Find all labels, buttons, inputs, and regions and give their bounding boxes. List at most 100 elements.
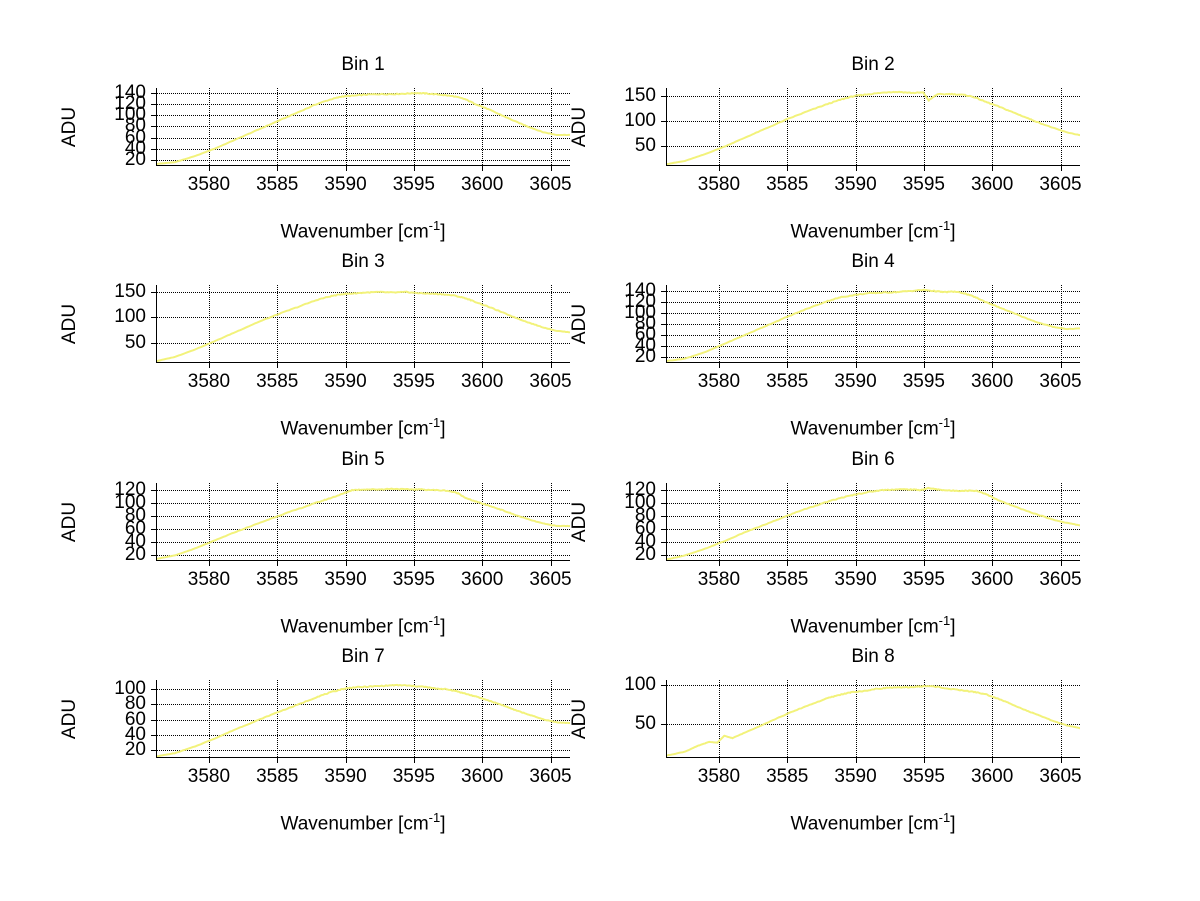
y-gridline xyxy=(667,723,1080,725)
x-gridline xyxy=(718,483,720,560)
x-tick-mark xyxy=(550,362,552,368)
y-gridline xyxy=(157,735,570,737)
x-tick-label: 3605 xyxy=(529,371,572,392)
y-tick-label: 20 xyxy=(124,149,146,171)
x-tick-mark xyxy=(1060,560,1062,566)
y-tick-label: 100 xyxy=(624,674,656,696)
x-axis-title-exponent: -1 xyxy=(428,613,441,628)
x-axis-title: Wavenumber [cm-1] xyxy=(156,218,570,243)
y-tick-mark xyxy=(151,528,157,530)
x-tick-mark xyxy=(992,362,994,368)
y-tick-mark xyxy=(151,149,157,151)
y-axis-title: ADU xyxy=(59,303,80,345)
y-tick-label: 120 xyxy=(114,92,146,114)
x-tick-label: 3580 xyxy=(187,766,231,787)
x-tick-label: 3595 xyxy=(392,569,435,590)
y-axis-title: ADU xyxy=(569,106,590,148)
spectrum-trace xyxy=(667,90,1080,165)
x-gridline xyxy=(718,285,720,362)
y-tick-label: 120 xyxy=(114,478,146,500)
y-tick-mark xyxy=(661,290,667,292)
plot-area: 20 40 60 80 100 120 3580 3585 3590 3595 3600 3605 xyxy=(624,479,1081,591)
y-gridline xyxy=(667,120,1080,122)
x-tick-mark xyxy=(718,165,720,171)
x-gridline xyxy=(413,483,415,560)
y-tick-label: 60 xyxy=(124,126,146,148)
x-tick-label: 3580 xyxy=(697,569,741,590)
x-gridline xyxy=(855,483,857,560)
y-tick-label: 80 xyxy=(124,115,146,137)
x-gridline xyxy=(855,88,857,165)
y-tick-label: 60 xyxy=(634,324,656,346)
plot-inner xyxy=(667,483,1080,560)
subplot-bin-7: Bin 7 20 40 60 80 100 3580 3585 3590 3595 3600 3605… xyxy=(46,646,580,834)
y-gridline xyxy=(667,324,1080,325)
x-gridline xyxy=(277,483,279,560)
x-tick-label: 3590 xyxy=(834,766,877,787)
x-gridline xyxy=(855,285,857,362)
x-axis-title-main: Wavenumber [cm xyxy=(790,221,939,243)
y-gridline xyxy=(667,335,1080,337)
x-tick-mark xyxy=(787,560,789,566)
x-tick-label: 3585 xyxy=(256,569,299,590)
y-tick-mark xyxy=(151,489,157,491)
y-gridline xyxy=(667,312,1080,314)
x-tick-label: 3595 xyxy=(902,766,945,787)
y-tick-mark xyxy=(661,723,667,725)
x-tick-mark xyxy=(482,165,484,171)
y-gridline xyxy=(667,515,1080,517)
y-gridline xyxy=(157,719,570,721)
plot-inner xyxy=(157,88,570,165)
x-tick-label: 3590 xyxy=(324,174,367,195)
plot-inner xyxy=(667,680,1080,757)
y-tick-label: 140 xyxy=(624,279,656,301)
y-tick-label: 80 xyxy=(124,504,146,526)
y-tick-label: 80 xyxy=(124,693,146,715)
spectrum-trace xyxy=(667,486,1080,560)
y-axis-title: ADU xyxy=(569,303,590,345)
y-gridline xyxy=(157,689,570,691)
x-gridline xyxy=(482,285,484,362)
y-tick-label: 80 xyxy=(634,313,656,334)
y-gridline xyxy=(157,541,570,543)
x-tick-label: 3580 xyxy=(697,766,741,787)
y-tick-mark xyxy=(661,95,667,97)
y-tick-label: 100 xyxy=(114,491,146,513)
plot-inner xyxy=(157,285,570,362)
y-gridline xyxy=(157,342,570,344)
x-tick-label: 3605 xyxy=(529,569,572,590)
y-gridline xyxy=(667,541,1080,543)
y-axis-title: ADU xyxy=(59,698,80,740)
y-gridline xyxy=(157,502,570,504)
y-gridline xyxy=(157,115,570,117)
x-axis-title-bracket: ] xyxy=(440,221,446,243)
x-axis-title-main: Wavenumber [cm xyxy=(280,813,429,835)
spectrum-trace xyxy=(667,685,1080,757)
x-tick-label: 3605 xyxy=(1039,174,1082,195)
x-tick-mark xyxy=(923,362,925,368)
y-tick-label: 100 xyxy=(624,491,656,513)
x-tick-mark xyxy=(277,757,279,763)
x-gridline xyxy=(482,680,484,757)
x-tick-mark xyxy=(482,757,484,763)
x-axis-title-bracket: ] xyxy=(950,616,956,638)
x-gridline xyxy=(787,88,789,165)
x-tick-label: 3605 xyxy=(1039,569,1082,590)
y-tick-mark xyxy=(661,346,667,348)
spectrum-trace xyxy=(667,288,1080,362)
y-tick-label: 140 xyxy=(114,81,146,103)
x-tick-mark xyxy=(992,165,994,171)
x-tick-mark xyxy=(1060,165,1062,171)
x-tick-mark xyxy=(992,757,994,763)
x-gridline xyxy=(550,483,552,560)
plot-area: 50 100 150 3580 3585 3590 3595 3600 3605 xyxy=(624,85,1081,195)
plot-area: 50 100 3580 3585 3590 3595 3600 3605 xyxy=(624,674,1081,787)
subplot-bin-8: Bin 8 50 100 3580 3585 3590 3595 3600 3605 ADU Wav… xyxy=(556,646,1090,834)
x-axis-title-main: Wavenumber [cm xyxy=(790,418,939,440)
x-tick-label: 3585 xyxy=(256,174,299,195)
y-tick-label: 120 xyxy=(624,290,656,312)
x-gridline xyxy=(1060,88,1062,165)
x-tick-label: 3580 xyxy=(697,174,741,195)
x-tick-label: 3580 xyxy=(187,174,231,195)
